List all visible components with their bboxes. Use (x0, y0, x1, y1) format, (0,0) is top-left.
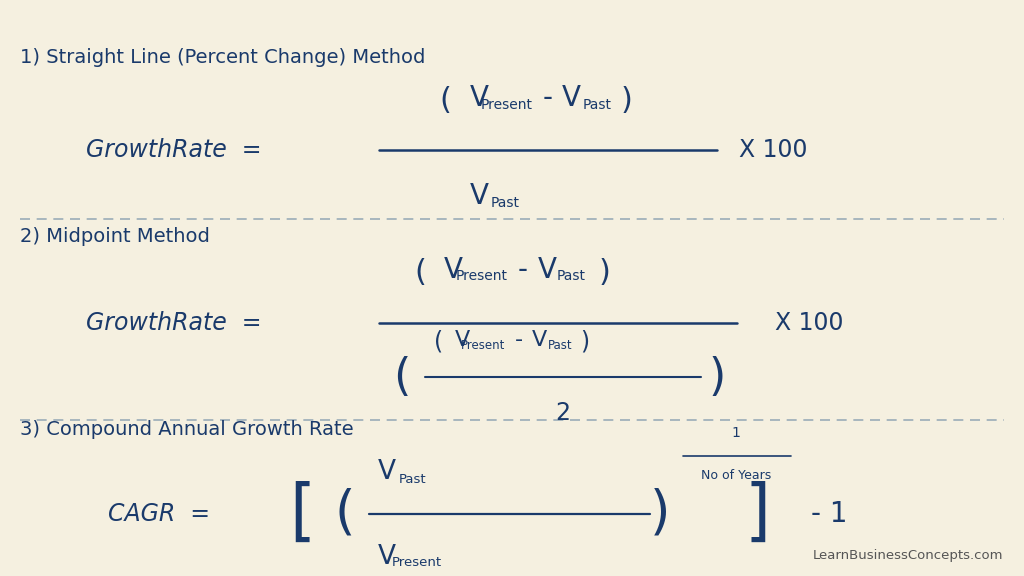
Text: Past: Past (399, 473, 426, 486)
Text: (: ( (434, 329, 442, 354)
Text: Past: Past (583, 98, 611, 112)
Text: Past: Past (557, 270, 586, 283)
Text: ): ) (621, 86, 633, 115)
Text: V: V (456, 330, 470, 350)
Text: (: ( (439, 86, 452, 115)
Text: Present: Present (456, 270, 507, 283)
Text: Present: Present (392, 556, 441, 569)
Text: ]: ] (744, 481, 771, 547)
Text: Present: Present (481, 98, 532, 112)
Text: 1: 1 (732, 426, 740, 440)
Text: GrowthRate  =: GrowthRate = (86, 310, 262, 335)
Text: [: [ (289, 481, 315, 547)
Text: LearnBusinessConcepts.com: LearnBusinessConcepts.com (813, 548, 1004, 562)
Text: V: V (538, 256, 556, 283)
Text: V: V (470, 84, 488, 112)
Text: No of Years: No of Years (701, 469, 771, 482)
Text: Present: Present (461, 339, 506, 352)
Text: V: V (470, 182, 488, 210)
Text: - 1: - 1 (811, 500, 848, 528)
Text: V: V (532, 330, 547, 350)
Text: Past: Past (490, 196, 519, 210)
Text: (: ( (393, 356, 410, 399)
Text: V: V (562, 84, 581, 112)
Text: 2) Midpoint Method: 2) Midpoint Method (20, 227, 210, 245)
Text: X 100: X 100 (739, 138, 807, 162)
Text: V: V (378, 459, 396, 486)
Text: GrowthRate  =: GrowthRate = (86, 138, 262, 162)
Text: ): ) (709, 356, 725, 399)
Text: V: V (378, 544, 396, 570)
Text: -: - (515, 330, 523, 350)
Text: ): ) (650, 488, 671, 540)
Text: X 100: X 100 (775, 310, 843, 335)
Text: (: ( (335, 488, 355, 540)
Text: V: V (444, 256, 463, 283)
Text: ): ) (598, 258, 610, 287)
Text: 2: 2 (556, 401, 570, 425)
Text: Past: Past (548, 339, 572, 352)
Text: -: - (517, 256, 527, 283)
Text: CAGR  =: CAGR = (108, 502, 210, 526)
Text: 1) Straight Line (Percent Change) Method: 1) Straight Line (Percent Change) Method (20, 48, 426, 67)
Text: (: ( (414, 258, 426, 287)
Text: -: - (543, 84, 553, 112)
Text: ): ) (581, 329, 589, 354)
Text: 3) Compound Annual Growth Rate: 3) Compound Annual Growth Rate (20, 420, 354, 438)
